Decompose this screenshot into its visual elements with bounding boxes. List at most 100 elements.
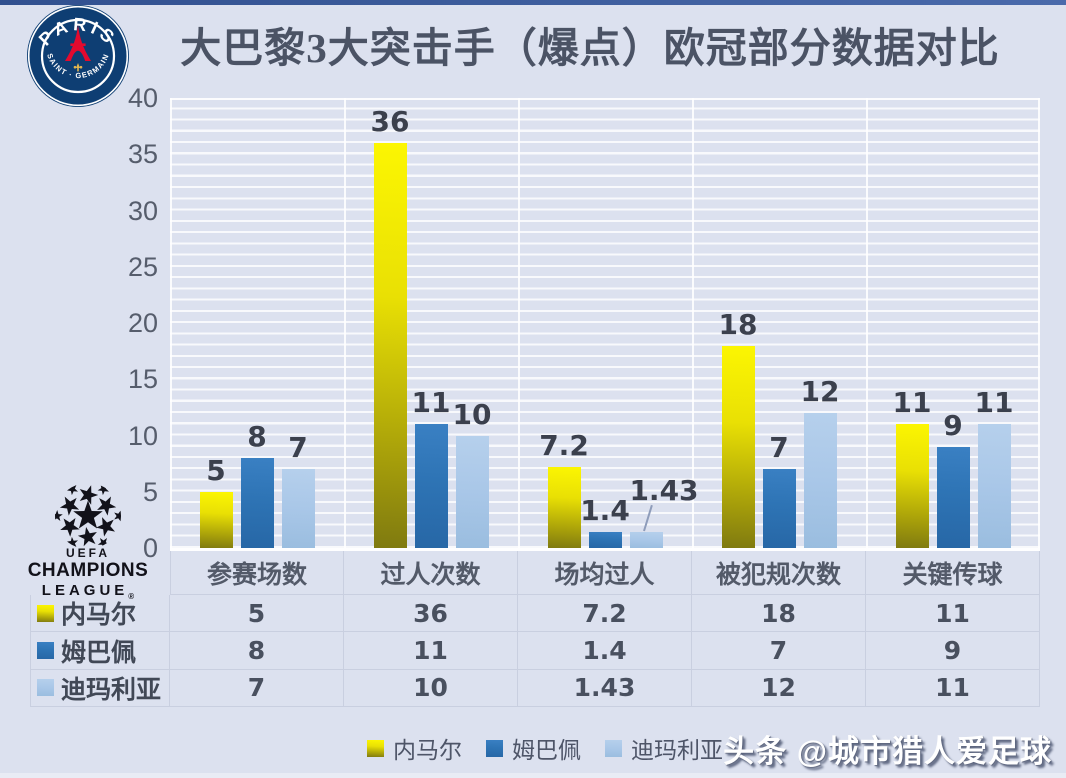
vertical-gridline-5 xyxy=(1038,98,1040,548)
legend-label-s0: 内马尔 xyxy=(393,738,462,763)
table-value-s2-c3: 12 xyxy=(692,669,866,708)
table-value-s0-c3: 18 xyxy=(692,595,866,633)
bar-s0-c3: 18 xyxy=(719,309,757,548)
registered-mark: ® xyxy=(128,592,135,601)
category-label-0: 参赛场数 xyxy=(170,551,344,595)
vertical-gridline-2 xyxy=(518,98,520,548)
x-axis-line xyxy=(170,548,1040,551)
y-tick-35: 35 xyxy=(127,139,158,170)
bar-value-label-s1-c1: 11 xyxy=(411,386,451,420)
legend-swatch-s2 xyxy=(605,739,622,757)
table-row-label-s0: 内马尔 xyxy=(30,595,170,633)
league-text: LEAGUE® xyxy=(41,582,135,601)
table-value-s1-c3: 7 xyxy=(692,632,866,670)
bar-value-label-s2-c2: 1.43 xyxy=(629,473,699,507)
table-value-s1-c2: 1.4 xyxy=(518,632,692,670)
y-tick-40: 40 xyxy=(127,83,158,113)
bar-value-label-s0-c3: 18 xyxy=(718,307,758,341)
bar-s2-c3: 12 xyxy=(801,377,839,548)
bar-group-4: 11 9 11 xyxy=(866,98,1040,548)
bar-s1-c4: 9 xyxy=(936,410,970,548)
table-value-s2-c2: 1.43 xyxy=(518,669,692,708)
bar-group-2: 7.2 1.4 1.43 xyxy=(518,98,699,548)
table-value-s0-c4: 11 xyxy=(866,595,1040,633)
table-row-label-s2: 迪玛利亚 xyxy=(30,669,170,708)
top-border-strip xyxy=(0,0,1066,5)
series-key-swatch-s1 xyxy=(37,642,54,660)
bar-s0-c4: 11 xyxy=(893,388,931,548)
legend-item-s1: 姆巴佩 xyxy=(486,731,581,765)
table-value-s2-c1: 10 xyxy=(344,669,518,708)
bar-value-label-s2-c1: 10 xyxy=(452,397,492,431)
vertical-gridline-4 xyxy=(866,98,868,548)
data-table: 参赛场数 过人次数 场均过人 被犯规次数 关键传球 内马尔 5 36 7.2 18 11 姆巴佩 8 11… xyxy=(30,551,1040,708)
champions-text: CHAMPIONS xyxy=(27,560,149,581)
y-tick-0: 0 xyxy=(142,533,158,563)
uefa-text: UEFA xyxy=(65,546,110,560)
y-tick-30: 30 xyxy=(127,195,158,226)
bar-s0-c2: 7.2 xyxy=(539,431,589,548)
table-value-s2-c0: 7 xyxy=(170,669,344,708)
bar-value-label-s0-c1: 36 xyxy=(370,105,410,138)
bar-group-1: 36 11 10 xyxy=(344,98,518,548)
table-value-s2-c4: 11 xyxy=(866,669,1040,708)
bar-value-label-s1-c4: 9 xyxy=(943,408,963,442)
table-value-s0-c1: 36 xyxy=(344,595,518,633)
bar-value-label-s1-c0: 8 xyxy=(247,420,267,453)
legend-swatch-s0 xyxy=(367,739,384,757)
psg-logo: PARIS SAINT · GERMAIN xyxy=(27,5,129,107)
bar-value-label-s0-c0: 5 xyxy=(206,453,226,487)
chart-legend: 内马尔 姆巴佩 迪玛利亚 xyxy=(110,732,980,764)
table-value-s1-c0: 8 xyxy=(170,632,344,670)
vertical-gridline-0 xyxy=(170,98,172,548)
legend-item-s2: 迪玛利亚 xyxy=(605,731,723,765)
fleur-de-lis-icon xyxy=(73,63,83,72)
table-row-label-s1: 姆巴佩 xyxy=(30,632,170,670)
watermark: 头条 @城市猎人爱足球 xyxy=(723,734,1052,769)
bar-value-label-s1-c2: 1.4 xyxy=(580,494,630,528)
bar-value-label-s2-c0: 7 xyxy=(288,431,308,465)
bar-value-label-s0-c4: 11 xyxy=(892,386,932,420)
bar-value-label-s2-c4: 11 xyxy=(974,386,1014,420)
legend-label-s2: 迪玛利亚 xyxy=(631,738,723,763)
vertical-gridline-3 xyxy=(692,98,694,548)
category-label-2: 场均过人 xyxy=(518,551,692,595)
table-value-s0-c0: 5 xyxy=(170,595,344,633)
y-tick-15: 15 xyxy=(127,364,158,395)
category-label-4: 关键传球 xyxy=(866,551,1040,595)
category-label-1: 过人次数 xyxy=(344,551,518,595)
bottom-border-strip xyxy=(0,773,1066,778)
bar-s1-c2: 1.4 xyxy=(580,496,630,548)
bar-s1-c0: 8 xyxy=(240,422,274,548)
series-key-swatch-s2 xyxy=(37,679,54,697)
bar-value-label-s2-c3: 12 xyxy=(800,375,840,408)
y-tick-10: 10 xyxy=(127,420,158,451)
bar-s2-c0: 7 xyxy=(281,433,315,548)
plot-area: 5 8 7 36 11 10 7.2 1.4 1.43 18 7 12 11 9 11 xyxy=(170,98,1040,551)
bar-value-label-s0-c2: 7.2 xyxy=(539,429,589,462)
bar-s0-c1: 36 xyxy=(371,107,409,548)
legend-swatch-s1 xyxy=(486,739,503,757)
bar-s1-c1: 11 xyxy=(412,388,450,548)
bar-group-3: 18 7 12 xyxy=(692,98,866,548)
category-label-3: 被犯规次数 xyxy=(692,551,866,595)
eiffel-tower-icon xyxy=(65,25,91,61)
callout-leader-line xyxy=(642,504,653,532)
y-tick-5: 5 xyxy=(142,476,158,507)
bar-s1-c3: 7 xyxy=(762,433,796,548)
plot-top-gridline xyxy=(170,98,1040,100)
table-value-s1-c1: 11 xyxy=(344,632,518,670)
chart-title: 大巴黎3大突击手（爆点）欧冠部分数据对比 xyxy=(180,25,1000,71)
bar-s2-c4: 11 xyxy=(975,388,1013,548)
table-value-s0-c2: 7.2 xyxy=(518,595,692,633)
bar-s2-c2: 1.43 xyxy=(629,475,699,548)
uefa-champions-league-logo: UEFA CHAMPIONS LEAGUE® xyxy=(22,482,154,601)
bar-value-label-s1-c3: 7 xyxy=(769,431,789,465)
y-tick-20: 20 xyxy=(127,308,158,338)
bar-s2-c1: 10 xyxy=(453,399,491,548)
y-tick-25: 25 xyxy=(127,251,158,282)
table-value-s1-c4: 9 xyxy=(866,632,1040,670)
vertical-gridline-1 xyxy=(344,98,346,548)
